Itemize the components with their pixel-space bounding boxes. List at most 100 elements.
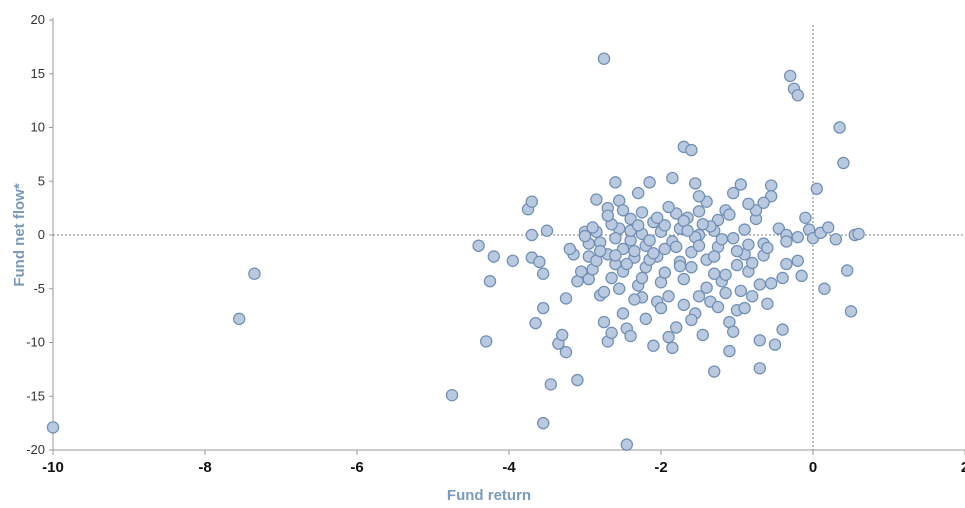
x-tick-label: -4 <box>502 459 516 476</box>
data-point <box>563 242 577 256</box>
data-point <box>753 334 767 347</box>
data-point <box>613 282 626 295</box>
data-point <box>529 316 542 330</box>
axis-labels: Fund return Fund net flow* <box>11 183 531 504</box>
data-point <box>765 277 778 290</box>
data-point <box>727 232 740 245</box>
data-point <box>746 290 759 303</box>
x-axis-title: Fund return <box>447 487 531 504</box>
data-point <box>791 254 805 267</box>
data-point <box>719 268 732 281</box>
data-point <box>692 239 706 252</box>
data-point <box>730 244 744 258</box>
data-point <box>791 230 805 244</box>
data-point <box>833 121 846 134</box>
data-point <box>795 269 808 283</box>
data-point <box>689 177 702 190</box>
data-point <box>647 247 660 260</box>
data-point <box>480 335 493 348</box>
data-point <box>571 373 584 387</box>
data-point <box>742 197 755 211</box>
data-point <box>670 240 683 254</box>
data-point <box>544 378 558 391</box>
data-point <box>829 233 843 246</box>
data-point <box>776 323 789 336</box>
data-point <box>765 179 778 192</box>
data-point <box>753 362 767 375</box>
data-point <box>734 284 748 298</box>
data-points <box>46 52 865 451</box>
data-point <box>605 271 618 285</box>
data-point <box>692 290 706 303</box>
data-point <box>784 69 797 83</box>
data-point <box>537 267 550 280</box>
data-point <box>639 312 653 326</box>
data-point <box>635 271 649 285</box>
data-point <box>673 259 687 273</box>
data-point <box>620 257 634 271</box>
data-point <box>654 301 668 315</box>
data-point <box>742 238 755 251</box>
data-point <box>738 301 751 315</box>
data-point <box>609 176 622 189</box>
data-point <box>753 278 767 291</box>
data-point <box>730 258 744 272</box>
x-tick-label: 0 <box>809 459 817 476</box>
y-axis-title: Fund net flow* <box>11 183 28 286</box>
data-point <box>597 52 611 65</box>
data-point <box>525 195 539 208</box>
data-point <box>700 281 713 294</box>
data-point <box>506 254 519 267</box>
data-point <box>696 218 710 231</box>
data-point <box>780 235 793 248</box>
y-tick-label: -20 <box>26 442 45 457</box>
data-point <box>624 329 637 343</box>
data-point <box>472 239 485 252</box>
data-point <box>620 438 634 451</box>
data-point <box>799 211 812 224</box>
data-point <box>711 300 725 314</box>
data-point <box>841 264 854 277</box>
data-point <box>810 182 824 195</box>
data-point <box>616 307 630 320</box>
data-point <box>818 282 831 295</box>
data-point <box>666 171 679 185</box>
data-point <box>696 328 710 342</box>
data-point <box>537 301 550 315</box>
data-point <box>692 205 706 218</box>
data-point <box>232 312 246 326</box>
data-point <box>685 313 698 327</box>
data-point <box>681 224 694 237</box>
data-point <box>248 267 261 280</box>
data-point <box>708 365 721 378</box>
data-point <box>658 266 672 279</box>
data-point <box>643 176 656 189</box>
data-point <box>559 292 573 305</box>
data-point <box>525 228 539 242</box>
data-point <box>632 186 645 200</box>
data-point <box>761 297 774 310</box>
data-point <box>46 421 60 434</box>
data-point <box>666 341 679 355</box>
data-point <box>727 186 740 200</box>
data-point <box>616 204 630 217</box>
data-point <box>556 328 569 342</box>
data-point <box>723 208 736 221</box>
data-point <box>844 305 858 318</box>
data-point <box>643 234 656 247</box>
data-point <box>597 285 611 299</box>
data-point <box>662 200 675 214</box>
data-point <box>761 241 774 255</box>
data-point <box>609 249 622 262</box>
data-point <box>677 298 691 312</box>
data-point <box>658 219 672 232</box>
reference-lines <box>53 25 965 450</box>
data-point <box>533 255 546 269</box>
data-point <box>685 261 698 274</box>
data-point <box>483 275 497 288</box>
x-tick-label: 2 <box>961 459 965 476</box>
data-point <box>445 388 459 402</box>
